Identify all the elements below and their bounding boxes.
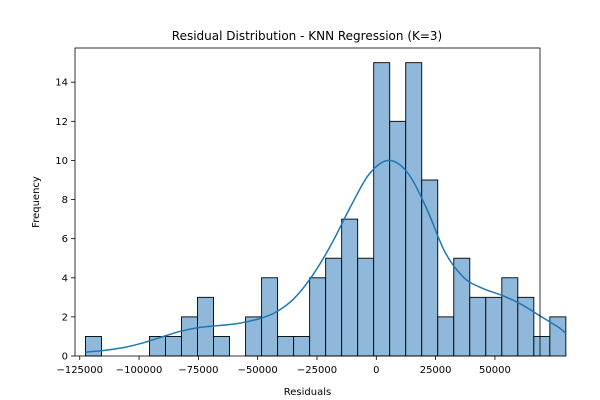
x-axis-title: Residuals <box>284 387 331 398</box>
y-axis-title: Frequency <box>31 176 42 228</box>
histogram-bars <box>84 62 567 357</box>
histogram-bar <box>533 335 551 357</box>
y-tick-label: 2 <box>62 312 68 323</box>
histogram-bar <box>405 62 423 357</box>
y-tick-label: 14 <box>55 78 68 89</box>
x-tick-label: −75000 <box>178 365 218 376</box>
histogram-bar <box>245 316 263 357</box>
y-tick-label: 4 <box>62 273 68 284</box>
y-axis-ticks: 0 2 4 6 8 10 12 14 <box>55 78 75 363</box>
x-tick-label: −100000 <box>116 365 163 376</box>
kde-curve-group <box>85 159 567 353</box>
histogram-bar <box>341 218 359 357</box>
x-tick-label: −125000 <box>56 365 103 376</box>
histogram-bar <box>501 277 519 357</box>
histogram-bar <box>277 335 295 357</box>
histogram-bar <box>421 179 439 357</box>
x-tick-label: 0 <box>373 365 379 376</box>
plot-frame <box>74 47 541 357</box>
histogram-bar <box>213 335 231 357</box>
histogram-bar <box>293 335 311 357</box>
y-tick-label: 0 <box>62 352 68 363</box>
y-tick-label: 12 <box>55 117 68 128</box>
histogram-bar <box>469 296 487 357</box>
y-tick-label: 10 <box>55 156 68 167</box>
histogram-bar <box>165 335 182 357</box>
histogram-bar <box>437 316 455 357</box>
kde-curve <box>85 159 567 353</box>
histogram-bar <box>309 277 327 357</box>
x-tick-label: 25000 <box>420 365 452 376</box>
histogram-bar <box>181 316 198 357</box>
histogram-bar <box>549 316 567 357</box>
histogram-bar <box>84 335 102 357</box>
x-tick-label: 50000 <box>479 365 511 376</box>
histogram-bar <box>357 257 375 357</box>
x-tick-label: −50000 <box>238 365 278 376</box>
y-tick-label: 8 <box>62 195 68 206</box>
y-tick-label: 6 <box>62 234 68 245</box>
x-tick-label: −25000 <box>297 365 337 376</box>
histogram-bar <box>325 257 343 357</box>
x-axis-ticks: −125000 −100000 −75000 −50000 −25000 0 25000 50… <box>56 356 511 376</box>
histogram-bar <box>389 120 407 357</box>
histogram-bar <box>453 257 471 357</box>
histogram-bar <box>485 296 503 357</box>
chart-title: Residual Distribution - KNN Regression (… <box>172 29 442 43</box>
histogram-bar <box>373 62 391 357</box>
